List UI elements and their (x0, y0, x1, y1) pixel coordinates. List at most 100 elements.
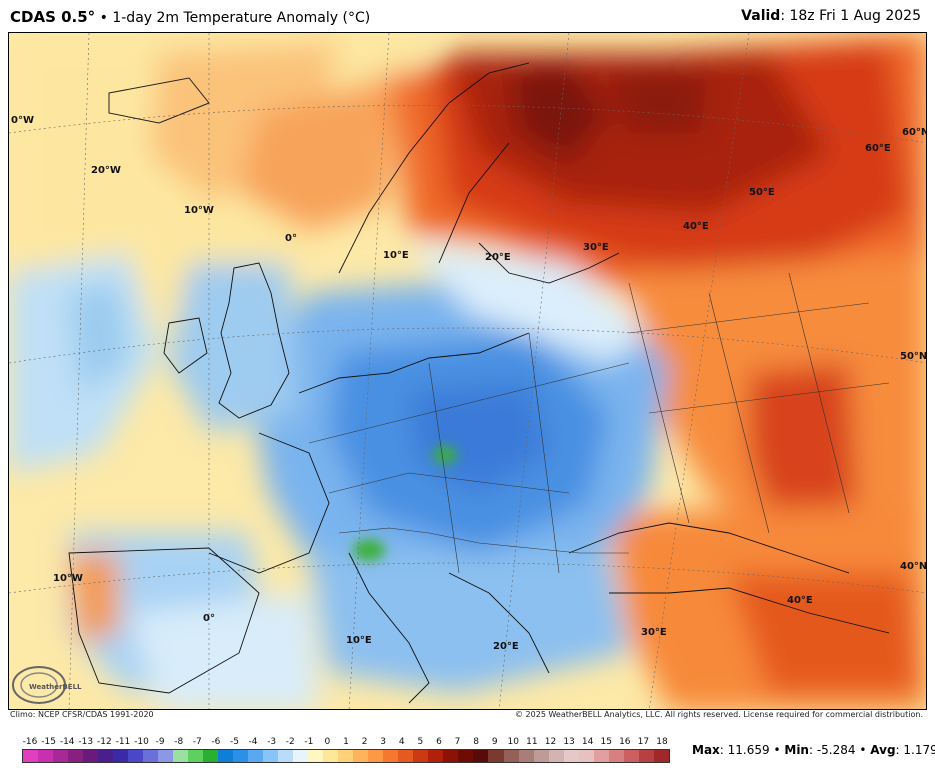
stats-sep-2: • (859, 743, 867, 757)
colorbar-swatch (113, 750, 129, 762)
colorbar-tick: -13 (78, 737, 94, 747)
colorbar-swatch (413, 750, 429, 762)
colorbar-tick: -6 (211, 737, 221, 747)
label-40e-bottom: 40°E (787, 595, 813, 606)
colorbar-swatch (323, 750, 339, 762)
colorbar-swatch (173, 750, 189, 762)
climo-note: Climo: NCEP CFSR/CDAS 1991-2020 (10, 710, 154, 719)
cold-spots (353, 446, 457, 561)
label-0w-top: 0°W (11, 115, 34, 126)
colorbar-swatch (398, 750, 414, 762)
colorbar-swatch (158, 750, 174, 762)
colorbar-tick: 1 (343, 737, 349, 747)
valid-time: Valid: 18z Fri 1 Aug 2025 (741, 8, 921, 24)
colorbar-swatch (368, 750, 384, 762)
colorbar-tick: 9 (491, 737, 498, 747)
valid-label: Valid (741, 8, 781, 24)
colorbar-tick: 2 (361, 737, 368, 747)
colorbar-swatch (503, 750, 519, 762)
avg-value: : 1.179 (895, 743, 935, 757)
label-30e-bottom: 30°E (641, 627, 667, 638)
colorbar-swatch (593, 750, 609, 762)
copyright-note: © 2025 WeatherBELL Analytics, LLC. All r… (515, 710, 923, 719)
colorbar-swatch (623, 750, 639, 762)
label-10w-bottom: 10°W (53, 573, 83, 584)
colorbar-tick: 17 (637, 737, 650, 747)
colorbar-tick: 4 (398, 737, 405, 747)
label-20e-top: 20°E (485, 252, 511, 263)
label-20w: 20°W (91, 165, 121, 176)
colorbar-swatches (22, 749, 670, 763)
colorbar-tick: 11 (526, 737, 538, 747)
logo-text: WeatherBELL (29, 683, 82, 691)
min-value: : -5.284 (808, 743, 856, 757)
max-value: : 11.659 (719, 743, 770, 757)
colorbar-swatch (278, 750, 294, 762)
colorbar-swatch (458, 750, 474, 762)
stats-sep-1: • (773, 743, 781, 757)
product-title: 1-day 2m Temperature Anomaly (°C) (112, 10, 371, 26)
colorbar-swatch (188, 750, 204, 762)
colorbar-tick: -15 (41, 737, 56, 747)
colorbar-tick: 8 (473, 737, 479, 747)
colorbar-swatch (383, 750, 399, 762)
colorbar-tick: 5 (417, 737, 424, 747)
graticule (9, 33, 926, 709)
colorbar-swatch (338, 750, 354, 762)
colorbar-swatch (38, 750, 54, 762)
colorbar-swatch (128, 750, 144, 762)
colorbar-tick: -4 (248, 737, 258, 747)
colorbar-tick: 7 (454, 737, 461, 747)
colorbar-swatch (23, 750, 39, 762)
colorbar-tick: -3 (267, 737, 277, 747)
label-50e-top: 50°E (749, 187, 775, 198)
label-10e-top: 10°E (383, 250, 409, 261)
colorbar-tick: -16 (22, 737, 38, 747)
colorbar-swatch (233, 750, 249, 762)
colorbar-swatch (53, 750, 69, 762)
colorbar: -16 -15 -14 -13 -12 -11 -10 -9 -8 -7 -6 -5 -4 -3 -2 -1 0… (22, 737, 670, 765)
colorbar-swatch (563, 750, 579, 762)
colorbar-tick: 10 (507, 737, 520, 747)
colorbar-tick: 6 (436, 737, 442, 747)
colorbar-tick: -12 (96, 737, 112, 747)
colorbar-swatch (443, 750, 459, 762)
label-10e-bottom: 10°E (346, 635, 372, 646)
label-0-bottom: 0° (203, 613, 215, 624)
weatherbell-logo: WeatherBELL (12, 666, 82, 704)
map-canvas: 0°W 20°W 10°W 0° 10°E 20°E 30°E 40°E 50°… (9, 33, 927, 709)
colorbar-tick: -5 (229, 737, 239, 747)
max-label: Max (692, 743, 720, 757)
valid-value: : 18z Fri 1 Aug 2025 (780, 8, 921, 24)
colorbar-swatch (533, 750, 549, 762)
colorbar-swatch (638, 750, 654, 762)
colorbar-swatch (98, 750, 114, 762)
colorbar-tick: 3 (380, 737, 387, 747)
colorbar-swatch (203, 750, 219, 762)
colorbar-swatch (473, 750, 489, 762)
colorbar-tick: 13 (563, 737, 575, 747)
colorbar-tick: 12 (544, 737, 557, 747)
colorbar-tick: 15 (600, 737, 612, 747)
colorbar-swatch (428, 750, 444, 762)
colorbar-swatch (518, 750, 534, 762)
colorbar-tick: -8 (174, 737, 184, 747)
colorbar-tick: 14 (581, 737, 594, 747)
colorbar-swatch (263, 750, 279, 762)
colorbar-swatch (548, 750, 564, 762)
colorbar-swatch (218, 750, 234, 762)
colorbar-ticks: -16 -15 -14 -13 -12 -11 -10 -9 -8 -7 -6 -5 -4 -3 -2 -1 0… (22, 737, 670, 749)
colorbar-tick: -14 (59, 737, 75, 747)
label-60n: 60°N (902, 127, 927, 138)
label-30e-top: 30°E (583, 242, 609, 253)
colorbar-tick: -1 (304, 737, 314, 747)
anomaly-map: 0°W 20°W 10°W 0° 10°E 20°E 30°E 40°E 50°… (8, 32, 927, 710)
colorbar-tick: -2 (285, 737, 295, 747)
min-label: Min (784, 743, 809, 757)
colorbar-swatch (653, 750, 669, 762)
colorbar-tick: 16 (619, 737, 631, 747)
colorbar-tick: -9 (155, 737, 165, 747)
coastlines (68, 62, 890, 704)
colorbar-swatch (143, 750, 159, 762)
label-60e: 60°E (865, 143, 891, 154)
